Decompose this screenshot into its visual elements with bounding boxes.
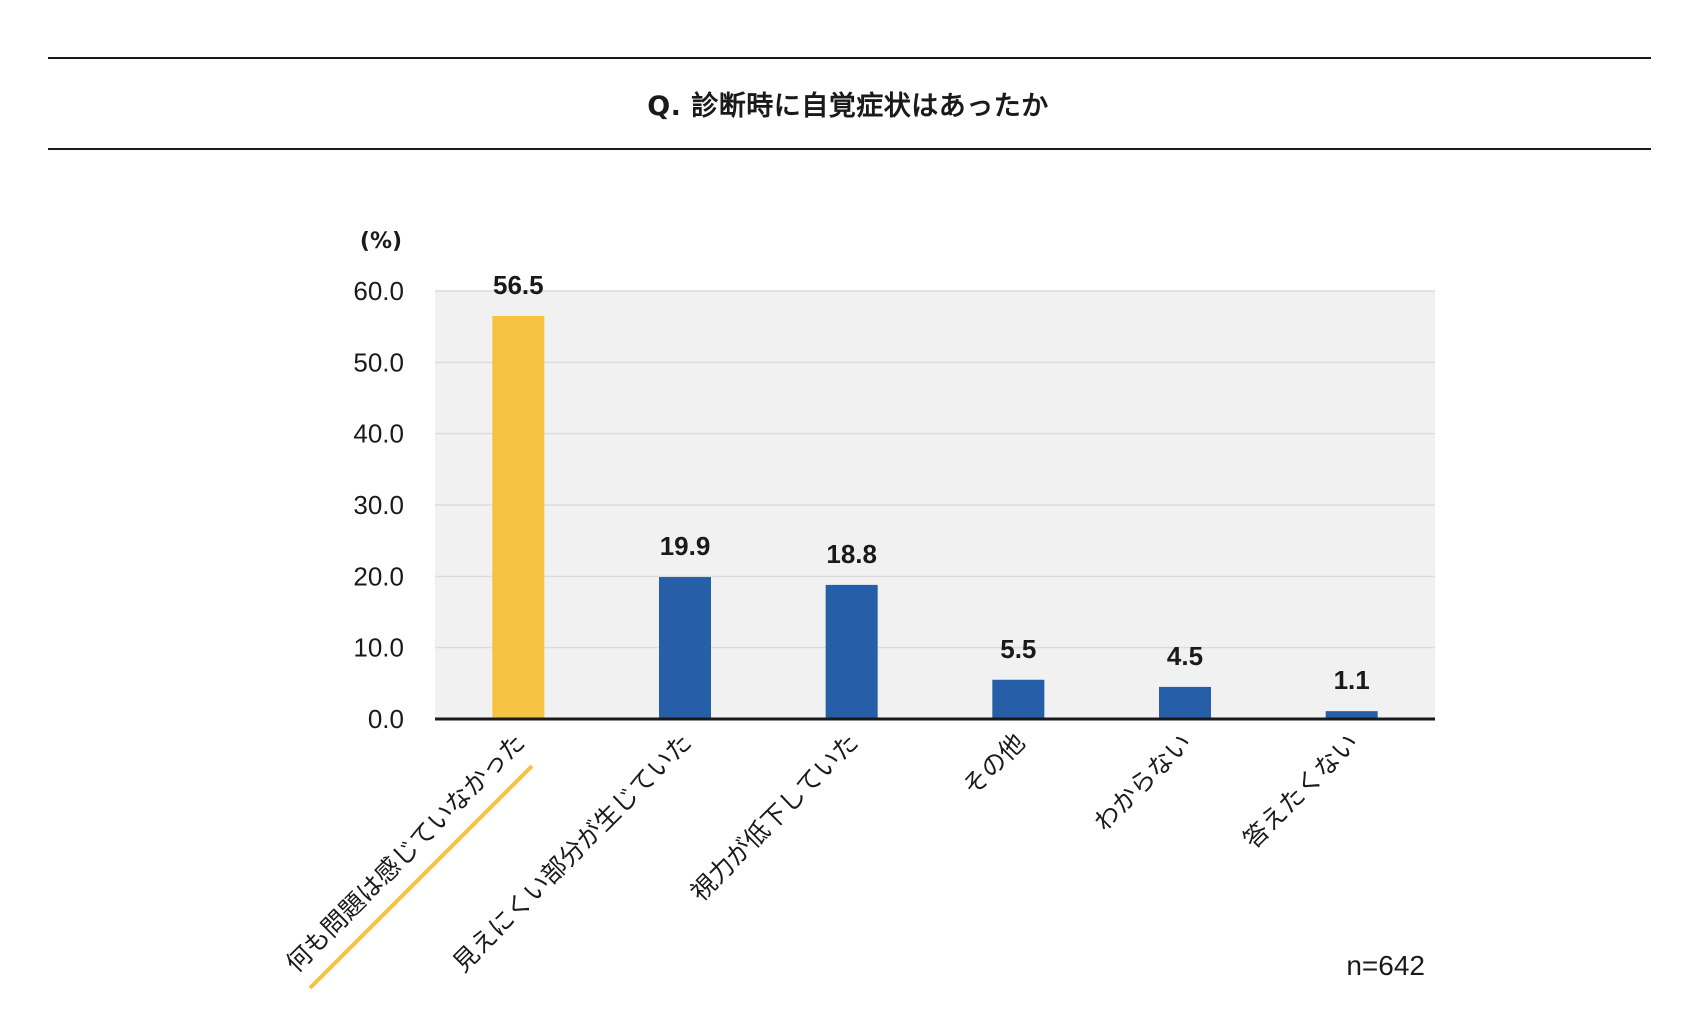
category-label: その他	[957, 728, 1031, 802]
y-tick-label: 60.0	[353, 276, 404, 306]
y-tick-label: 20.0	[353, 561, 404, 591]
bar-value-label: 56.5	[493, 270, 544, 300]
chart-title: Q. 診断時に自覚症状はあったか	[647, 91, 1049, 122]
bar	[659, 577, 711, 719]
y-tick-label: 50.0	[353, 347, 404, 377]
bar-value-label: 4.5	[1167, 641, 1203, 671]
y-tick-label: 0.0	[368, 704, 404, 734]
category-label: 視力が低下していた	[685, 728, 864, 907]
bottom-rule	[48, 148, 1651, 150]
bar	[825, 584, 878, 719]
bar-value-label: 1.1	[1334, 665, 1370, 695]
bar	[1325, 711, 1378, 719]
y-unit-label: (%)	[360, 229, 402, 254]
category-label: わからない	[1088, 728, 1197, 837]
bar-value-label: 5.5	[1000, 634, 1036, 664]
sample-size: n=642	[1346, 950, 1425, 981]
bar	[992, 679, 1045, 719]
y-tick-label: 40.0	[353, 419, 404, 449]
bar-value-label: 19.9	[660, 531, 711, 561]
bar-value-label: 18.8	[826, 539, 877, 569]
y-tick-label: 10.0	[353, 633, 404, 663]
category-label: 答えたくない	[1237, 728, 1364, 855]
top-rule	[48, 57, 1651, 59]
bar	[492, 315, 545, 719]
highlight-underline	[308, 764, 534, 990]
y-tick-label: 30.0	[353, 490, 404, 520]
bar	[1159, 686, 1211, 719]
